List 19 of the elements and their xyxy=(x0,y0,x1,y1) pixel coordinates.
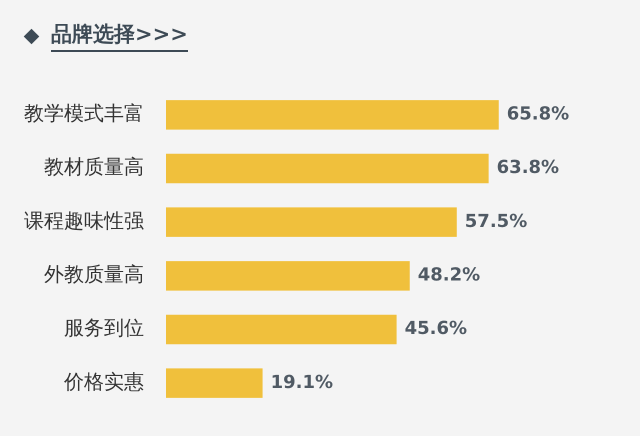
chart-title: 品牌选择>>> xyxy=(51,20,188,52)
y-tick-label: 教材质量高 xyxy=(44,154,144,179)
data-label: 48.2% xyxy=(418,264,480,286)
y-tick-label: 价格实惠 xyxy=(63,369,144,394)
bar xyxy=(166,261,410,291)
y-tick-label: 服务到位 xyxy=(64,316,144,340)
bar xyxy=(166,368,263,398)
bar xyxy=(166,154,489,184)
data-label: 19.1% xyxy=(270,372,334,393)
data-label: 65.8% xyxy=(506,104,570,125)
bar xyxy=(166,207,457,237)
bar xyxy=(166,100,499,130)
data-label: 45.6% xyxy=(404,318,468,340)
data-label: 63.8% xyxy=(496,157,560,178)
data-label: 57.5% xyxy=(464,210,528,232)
y-tick-label: 外教质量高 xyxy=(44,262,144,286)
y-tick-label: 课程趣味性强 xyxy=(24,208,144,232)
y-tick-label: 教学模式丰富 xyxy=(24,101,144,126)
bar xyxy=(166,314,397,344)
